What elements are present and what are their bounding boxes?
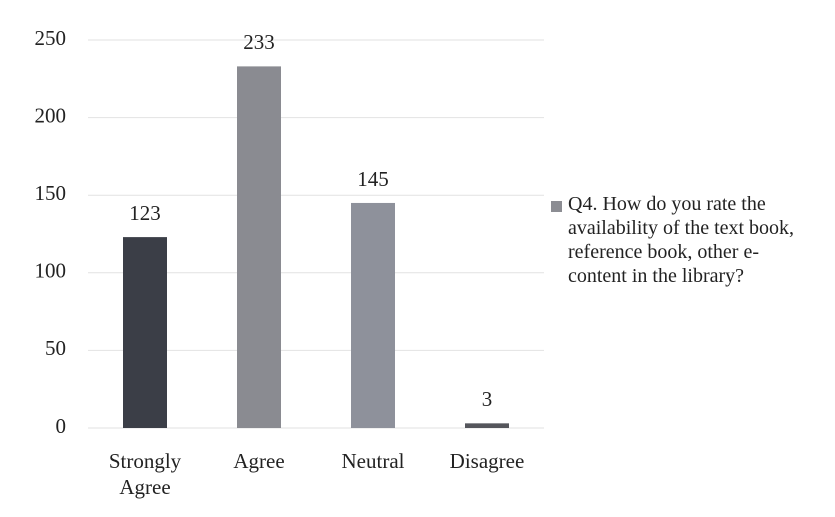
- data-label: 145: [357, 167, 389, 191]
- y-tick-label: 100: [35, 259, 67, 283]
- y-tick-label: 200: [35, 103, 67, 127]
- legend-label: Q4. How do you rate the availability of …: [568, 193, 795, 287]
- x-tick-label: Agree: [233, 449, 285, 473]
- y-tick-label: 150: [35, 181, 67, 205]
- bar: [123, 237, 167, 428]
- x-tick-label: Disagree: [449, 449, 525, 473]
- bar: [237, 66, 281, 428]
- x-tick-label: Strongly Agree: [108, 449, 182, 499]
- data-label: 3: [482, 387, 493, 411]
- y-tick-label: 50: [45, 336, 66, 360]
- bar: [351, 202, 395, 428]
- legend-marker: [551, 201, 562, 212]
- bar: [465, 423, 509, 428]
- data-label: 233: [243, 30, 275, 54]
- x-tick-label: Neutral: [341, 449, 405, 473]
- data-label: 123: [129, 201, 161, 225]
- y-tick-label: 0: [56, 414, 67, 438]
- y-tick-label: 250: [35, 26, 67, 50]
